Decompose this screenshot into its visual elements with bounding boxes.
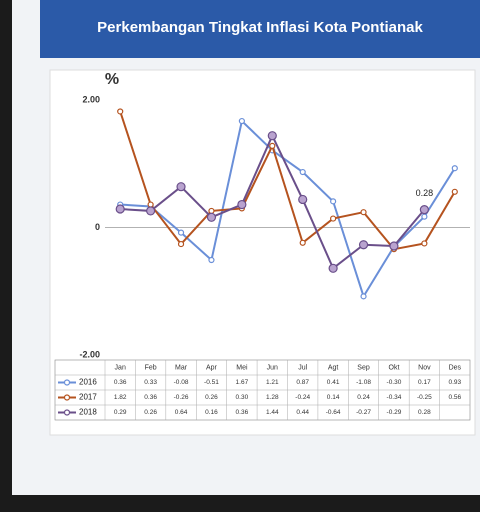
series-line xyxy=(120,119,456,299)
table-value: 0.24 xyxy=(357,394,370,401)
x-tick-label: Agt xyxy=(328,364,339,371)
x-tick-label: Mar xyxy=(175,364,188,371)
x-tick-label: Jan xyxy=(115,364,126,371)
point xyxy=(237,199,247,210)
table-value: -0.34 xyxy=(387,394,402,401)
point xyxy=(206,212,217,222)
table-value: -0.08 xyxy=(174,379,189,386)
point xyxy=(360,209,367,216)
point xyxy=(238,117,245,125)
point xyxy=(358,240,369,250)
point xyxy=(328,263,338,273)
annotation: 0.28 xyxy=(416,188,434,198)
point xyxy=(146,206,156,216)
point xyxy=(267,131,277,141)
legend-label: 2017 xyxy=(79,393,97,402)
table-value: 0.26 xyxy=(144,409,157,416)
table-value: -0.30 xyxy=(387,379,402,386)
point xyxy=(208,207,215,215)
table-value: 1.21 xyxy=(266,379,279,386)
y-axis-label: % xyxy=(105,71,119,88)
point xyxy=(177,229,185,236)
x-tick-label: Mei xyxy=(236,364,248,371)
legend-label: 2016 xyxy=(79,378,97,387)
y-tick-label: 2.00 xyxy=(82,94,100,104)
y-tick-label: 0 xyxy=(95,222,100,232)
legend-marker xyxy=(63,379,71,386)
chart-title: Perkembangan Tingkat Inflasi Kota Pontia… xyxy=(97,19,423,36)
x-tick-label: Okt xyxy=(389,364,400,371)
table-value: 0.93 xyxy=(448,379,461,386)
series-line xyxy=(119,111,456,251)
point xyxy=(208,256,215,264)
table-value: 0.36 xyxy=(236,409,249,416)
table-value: -0.29 xyxy=(387,409,402,416)
table-value: -0.27 xyxy=(356,409,371,416)
header-band xyxy=(40,0,480,58)
table-value: 0.64 xyxy=(175,409,188,416)
table-value: 0.16 xyxy=(205,409,218,416)
table-value: 1.67 xyxy=(236,379,249,386)
table-value: 0.44 xyxy=(296,409,309,416)
legend-marker xyxy=(63,394,71,401)
y-tick-label: -2.00 xyxy=(79,349,100,359)
point xyxy=(117,108,124,115)
table-value: -1.08 xyxy=(356,379,371,386)
table-value: -0.51 xyxy=(204,379,219,386)
table-value: 0.17 xyxy=(418,379,431,386)
table-value: 0.28 xyxy=(418,409,431,416)
x-tick-label: Jun xyxy=(267,364,278,371)
legend-marker xyxy=(63,409,71,416)
x-tick-label: Sep xyxy=(357,364,370,371)
x-tick-label: Jul xyxy=(298,364,307,371)
table-value: -0.25 xyxy=(417,394,432,401)
table-value: 0.29 xyxy=(114,409,127,416)
table-value: 0.30 xyxy=(236,394,249,401)
point xyxy=(451,165,458,172)
point xyxy=(421,240,428,247)
point xyxy=(419,205,429,215)
table-value: -0.64 xyxy=(326,409,341,416)
point xyxy=(299,168,306,176)
table-value: 0.41 xyxy=(327,379,340,386)
table-value: 0.56 xyxy=(448,394,461,401)
legend-label: 2018 xyxy=(79,408,97,417)
point xyxy=(269,142,276,149)
point xyxy=(115,204,125,214)
table-value: 1.44 xyxy=(266,409,279,416)
x-tick-label: Apr xyxy=(206,364,218,371)
table-value: -0.24 xyxy=(295,394,310,401)
table-value: 0.26 xyxy=(205,394,218,401)
x-tick-label: Feb xyxy=(145,364,157,371)
table-value: 0.36 xyxy=(114,379,127,386)
table-value: 0.87 xyxy=(296,379,309,386)
point xyxy=(451,188,458,195)
table-value: 0.33 xyxy=(144,379,157,386)
x-tick-label: Nov xyxy=(418,364,431,371)
point xyxy=(176,182,186,192)
point xyxy=(330,215,337,222)
table-value: 0.14 xyxy=(327,394,340,401)
table-value: 1.82 xyxy=(114,394,127,401)
point xyxy=(421,213,428,220)
point xyxy=(360,293,367,300)
point xyxy=(298,194,308,205)
table-value: 0.36 xyxy=(144,394,157,401)
table-value: 1.28 xyxy=(266,394,279,401)
x-tick-label: Des xyxy=(449,364,462,371)
point xyxy=(147,201,154,208)
point xyxy=(299,239,306,246)
point xyxy=(330,198,337,205)
point xyxy=(389,241,399,251)
table-value: -0.26 xyxy=(174,394,189,401)
point xyxy=(177,240,185,248)
